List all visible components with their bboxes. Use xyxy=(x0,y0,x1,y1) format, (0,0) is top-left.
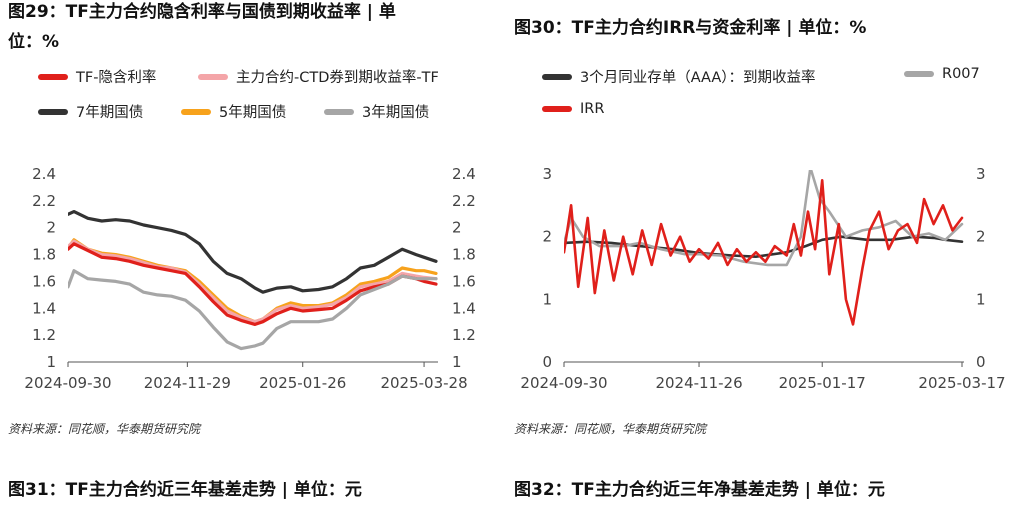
x-tick-label: 2025-03-28 xyxy=(380,374,467,390)
series-line xyxy=(68,239,438,324)
figure-29-source: 资料来源：同花顺，华泰期货研究院 xyxy=(8,422,201,436)
legend-label: TF-隐含利率 xyxy=(76,70,157,86)
legend-label: 7年期国债 xyxy=(76,105,144,121)
figure-30-title: 图30：TF主力合约IRR与资金利率 | 单位：% xyxy=(514,18,867,38)
figure-32-title: 图32：TF主力合约近三年净基差走势 | 单位：元 xyxy=(514,480,885,500)
figure-29-title-line1: 图29：TF主力合约隐含利率与国债到期收益率 | 单 xyxy=(8,2,396,22)
legend-label: 5年期国债 xyxy=(219,105,287,121)
legend-swatch xyxy=(324,108,354,115)
series-line xyxy=(68,269,438,351)
figure-31-title: 图31：TF主力合约近三年基差走势 | 单位：元 xyxy=(8,480,362,500)
legend-label: 3年期国债 xyxy=(362,105,430,121)
x-tick-label: 2025-01-26 xyxy=(259,374,346,390)
legend-swatch xyxy=(198,73,228,80)
legend-swatch xyxy=(181,108,211,115)
y-tick-label-left: 1.4 xyxy=(32,299,56,317)
y-tick-label-right: 1.6 xyxy=(452,272,476,290)
series-line xyxy=(564,170,964,267)
y-tick-label-left: 1 xyxy=(542,290,552,308)
legend-item-tf-implied-rate: TF-隐含利率 xyxy=(38,66,156,87)
y-tick-label-right: 1.8 xyxy=(452,246,476,264)
legend-item-3y-bond: 3年期国债 xyxy=(324,101,429,122)
legend-swatch xyxy=(542,106,572,112)
series-line xyxy=(564,178,964,326)
y-tick-label-right: 2 xyxy=(452,219,462,237)
series-group xyxy=(68,209,438,351)
figure-29-panel: 图29：TF主力合约隐含利率与国债到期收益率 | 单 位：% TF-隐含利率 主… xyxy=(0,0,505,516)
y-tick-label-right: 1 xyxy=(976,290,986,308)
y-tick-label-right: 1 xyxy=(452,353,462,371)
legend-item-irr: IRR xyxy=(542,101,604,117)
y-tick-label-left: 1.2 xyxy=(32,326,56,344)
legend-item-7y-bond: 7年期国债 xyxy=(38,101,143,122)
y-tick-label-right: 1.4 xyxy=(452,299,476,317)
legend-item-ctd-yield: 主力合约-CTD券到期收益率-TF xyxy=(198,66,439,87)
figure-30-chart: 0 0 1 1 2 2 3 3 2024-09-30 2024-11-26 2025-01-17 20… xyxy=(520,165,1005,390)
legend-label: IRR xyxy=(580,101,605,117)
legend-label: 3个月同业存单（AAA）：到期收益率 xyxy=(580,70,816,86)
y-tick-label-left: 1 xyxy=(46,353,56,371)
figure-30-source: 资料来源：同花顺，华泰期货研究院 xyxy=(514,422,707,436)
y-tick-label-left: 1.6 xyxy=(32,272,56,290)
x-tick-label: 2025-01-17 xyxy=(779,374,866,390)
x-tick-label: 2024-09-30 xyxy=(520,374,607,390)
series-line xyxy=(68,238,438,324)
y-tick-label-right: 1.2 xyxy=(452,326,476,344)
y-tick-label-left: 2 xyxy=(46,219,56,237)
y-tick-label-left: 1.8 xyxy=(32,246,56,264)
figure-30-panel: 图30：TF主力合约IRR与资金利率 | 单位：% 3个月同业存单（AAA）：到… xyxy=(512,0,1026,516)
legend-swatch xyxy=(38,108,68,115)
x-tick-label: 2024-09-30 xyxy=(24,374,111,390)
legend-swatch xyxy=(542,73,572,80)
legend-item-r007: R007 xyxy=(904,66,980,82)
series-line xyxy=(68,242,438,326)
legend-swatch xyxy=(904,71,934,77)
figure-29-chart: 1 1 1.2 1.2 1.4 1.4 1.6 1.6 1.8 1.8 2 2 2.2 2.2 2.4 2.4… xyxy=(24,165,476,390)
series-group xyxy=(564,170,964,326)
y-tick-label-left: 3 xyxy=(542,165,552,183)
y-tick-label-right: 2.4 xyxy=(452,165,476,183)
y-tick-label-left: 2.4 xyxy=(32,165,56,183)
y-tick-label-right: 3 xyxy=(976,165,986,183)
y-tick-label-right: 0 xyxy=(976,353,986,371)
legend-item-5y-bond: 5年期国债 xyxy=(181,101,286,122)
series-line xyxy=(68,209,438,294)
y-tick-label-left: 2.2 xyxy=(32,192,56,210)
y-tick-label-right: 2 xyxy=(976,228,986,246)
x-tick-label: 2025-03-17 xyxy=(918,374,1005,390)
legend-item-ncd-yield: 3个月同业存单（AAA）：到期收益率 xyxy=(542,66,816,87)
x-tick-label: 2024-11-29 xyxy=(144,374,231,390)
y-tick-label-right: 2.2 xyxy=(452,192,476,210)
legend-swatch xyxy=(38,73,68,80)
legend-label: R007 xyxy=(942,66,980,82)
y-tick-label-left: 2 xyxy=(542,228,552,246)
legend-label: 主力合约-CTD券到期收益率-TF xyxy=(236,70,439,86)
x-tick-label: 2024-11-26 xyxy=(655,374,742,390)
figure-29-title-line2: 位：% xyxy=(8,32,60,52)
y-tick-label-left: 0 xyxy=(542,353,552,371)
